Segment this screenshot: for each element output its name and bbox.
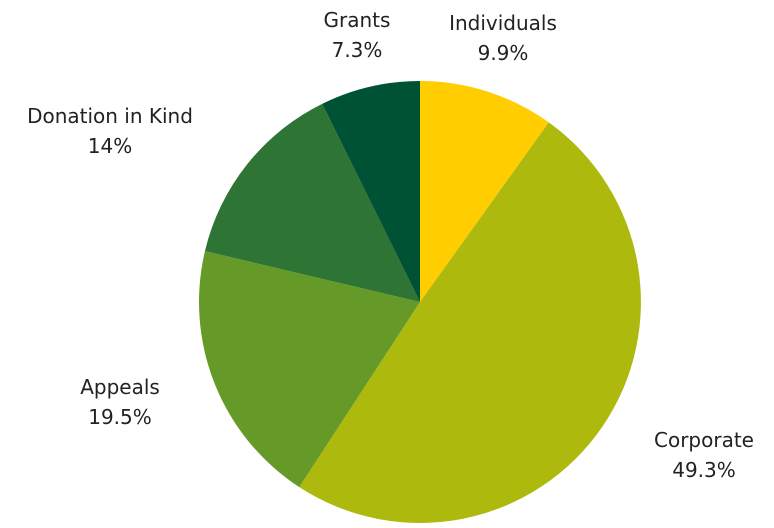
pie-slice-donation-in-kind: [204, 103, 420, 302]
pie-slice-grants: [322, 81, 420, 302]
pie-slice-appeals: [199, 251, 420, 488]
slice-label-corporate: Corporate: [654, 428, 754, 452]
pie-labels: Individuals 9.9% Corporate 49.3% Appeals 19.5…: [27, 8, 754, 482]
pie-slices: [199, 81, 641, 523]
slice-label-appeals: Appeals: [80, 375, 160, 399]
slice-value-appeals: 19.5%: [88, 405, 152, 429]
slice-value-donation-in-kind: 14%: [88, 134, 132, 158]
pie-slice-corporate: [299, 122, 641, 523]
slice-label-individuals: Individuals: [449, 11, 557, 35]
slice-value-corporate: 49.3%: [672, 458, 736, 482]
slice-label-donation-in-kind: Donation in Kind: [27, 104, 193, 128]
slice-value-grants: 7.3%: [332, 38, 383, 62]
pie-slice-individuals: [420, 81, 549, 302]
slice-value-individuals: 9.9%: [478, 41, 529, 65]
slice-label-grants: Grants: [324, 8, 391, 32]
